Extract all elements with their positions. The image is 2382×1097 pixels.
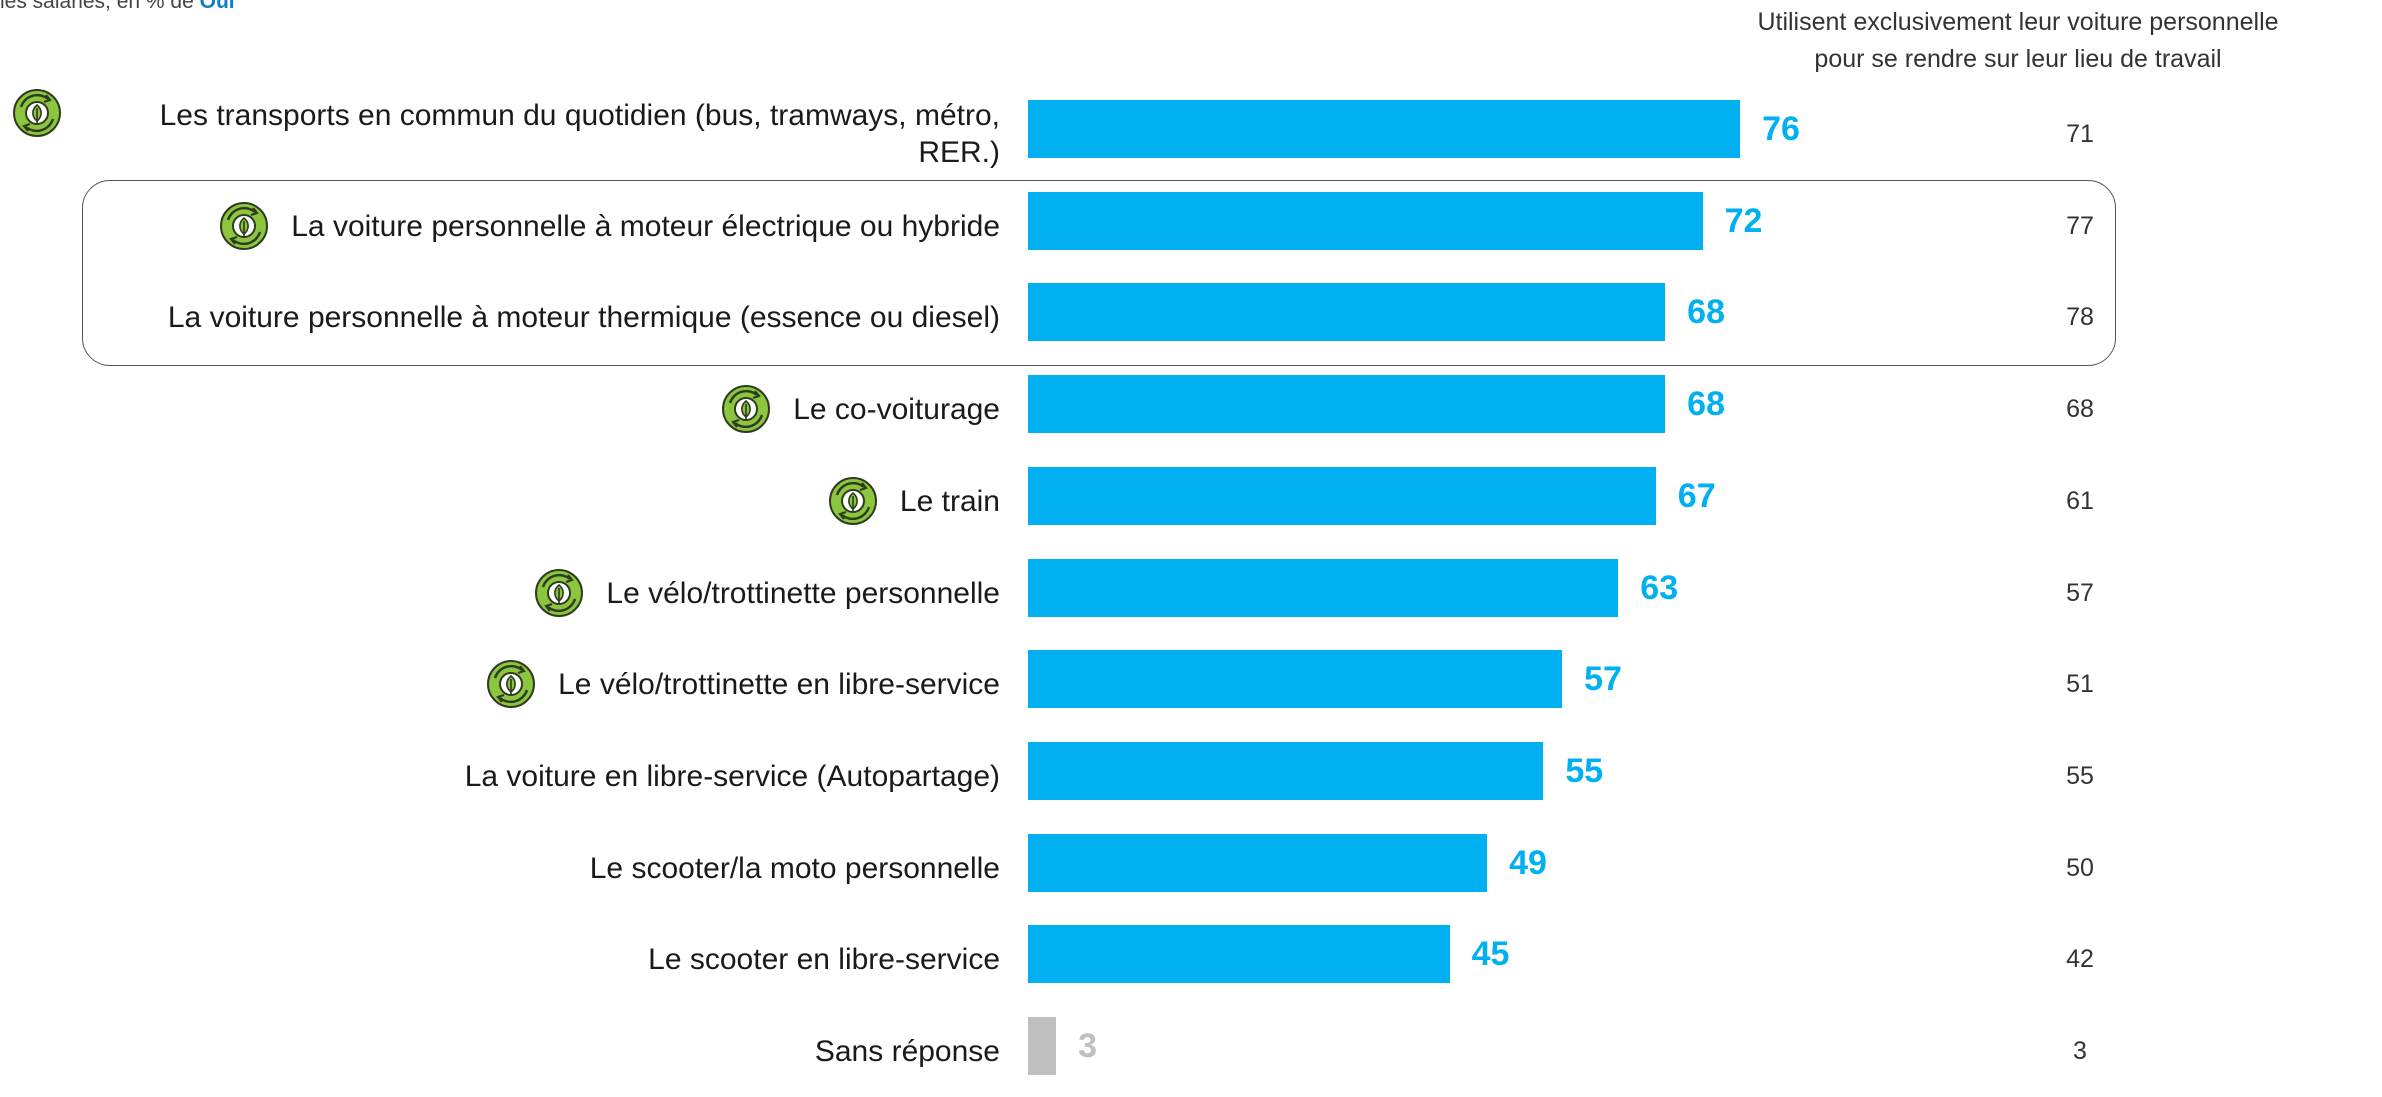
bar-value-label: 63: [1640, 569, 1679, 607]
category-label: Le scooter en libre-service: [0, 913, 1000, 1005]
side-column-value: 51: [2066, 669, 2094, 698]
category-label-text: Le scooter en libre-service: [648, 942, 1000, 976]
category-label-text: Le scooter/la moto personnelle: [589, 851, 1000, 885]
side-column-value: 55: [2066, 761, 2094, 790]
category-label: La voiture en libre-service (Autopartage…: [0, 730, 1000, 822]
bar-value-label: 3: [1078, 1027, 1098, 1065]
bar-value-label: 68: [1687, 293, 1725, 331]
category-label: Sans réponse: [0, 1005, 1000, 1097]
side-column-value: 61: [2066, 486, 2094, 515]
chart-row: La voiture personnelle à moteur thermiqu…: [0, 271, 2382, 363]
eco-leaf-icon: [535, 569, 584, 617]
chart-row: Le scooter en libre-service 45 42: [0, 913, 2382, 1005]
category-label: Le vélo/trottinette personnelle: [0, 547, 1000, 639]
bar: [1028, 467, 1656, 525]
eco-leaf-icon: [220, 202, 269, 250]
category-label-text: Le co-voiturage: [793, 392, 1000, 426]
chart-row: Les transports en commun du quotidien (b…: [0, 88, 2382, 180]
bar-value-label: 76: [1762, 110, 1800, 148]
bar: [1028, 559, 1619, 617]
chart-row: Le train 67 61: [0, 455, 2382, 547]
side-column-value: 68: [2066, 394, 2094, 423]
chart-row: Le co-voiturage 68 68: [0, 363, 2382, 455]
side-column-value: 77: [2066, 211, 2094, 240]
category-label-text: Le train: [899, 484, 1000, 518]
chart-row: Le scooter/la moto personnelle 49 50: [0, 822, 2382, 914]
bar-value-label: 68: [1687, 385, 1725, 423]
category-label-text: Sans réponse: [814, 1034, 1000, 1068]
category-label-text: La voiture personnelle à moteur thermiqu…: [167, 300, 1000, 334]
bar-value-label: 57: [1584, 660, 1622, 698]
bar-value-label: 45: [1471, 935, 1510, 973]
category-label: Les transports en commun du quotidien (b…: [0, 88, 1000, 180]
chart-row: La voiture en libre-service (Autopartage…: [0, 730, 2382, 822]
bar: [1028, 283, 1666, 341]
bar: [1028, 925, 1450, 983]
bar: [1028, 100, 1741, 158]
bar: [1028, 834, 1488, 892]
side-column-value: 71: [2066, 119, 2094, 148]
highlight-group-box: [82, 180, 2116, 366]
bar: [1028, 650, 1563, 708]
side-column-header: Utilisent exclusivement leur voiture per…: [1668, 4, 2368, 78]
bar-value-label: 55: [1565, 752, 1604, 790]
bar: [1028, 192, 1703, 250]
category-label: Le co-voiturage: [0, 363, 1000, 455]
eco-leaf-icon: [13, 89, 61, 137]
side-column-title-line1: Utilisent exclusivement leur voiture per…: [1757, 8, 2279, 36]
eco-leaf-icon: [828, 477, 877, 525]
bar: [1028, 1017, 1057, 1075]
chart-row: Le vélo/trottinette en libre-service 57 51: [0, 638, 2382, 730]
side-column-value: 78: [2066, 302, 2094, 331]
side-column-value: 50: [2066, 853, 2094, 882]
chart-row: La voiture personnelle à moteur électriq…: [0, 180, 2382, 272]
bar-value-label: 72: [1724, 202, 1763, 240]
category-label: Le vélo/trottinette en libre-service: [0, 638, 1000, 730]
side-column-value: 42: [2066, 944, 2094, 973]
category-label: Le scooter/la moto personnelle: [0, 822, 1000, 914]
subtitle-accent: Oui: [199, 0, 235, 13]
chart-subtitle: les salariés, en % de Oui: [0, 0, 235, 14]
bar: [1028, 375, 1666, 433]
side-column-value: 57: [2066, 578, 2094, 607]
side-column-title-line2: pour se rendre sur leur lieu de travail: [1814, 45, 2222, 73]
category-label-text: Le vélo/trottinette en libre-service: [558, 667, 1000, 701]
category-label-text: Les transports en commun du quotidien (b…: [159, 99, 1000, 169]
category-label-text: Le vélo/trottinette personnelle: [606, 576, 1000, 610]
bar-value-label: 49: [1509, 844, 1547, 882]
category-label-text: La voiture en libre-service (Autopartage…: [464, 759, 1000, 793]
bar: [1028, 742, 1544, 800]
chart-row: Sans réponse 3 3: [0, 1005, 2382, 1097]
category-label-text: La voiture personnelle à moteur électriq…: [291, 209, 1000, 243]
eco-leaf-icon: [722, 385, 771, 433]
side-column-value: 3: [2073, 1036, 2087, 1065]
bar-value-label: 67: [1677, 477, 1716, 515]
category-label: La voiture personnelle à moteur électriq…: [0, 180, 1000, 272]
chart-row: Le vélo/trottinette personnelle 63 57: [0, 547, 2382, 639]
category-label: La voiture personnelle à moteur thermiqu…: [0, 271, 1000, 363]
subtitle-prefix: les salariés, en % de: [0, 0, 194, 13]
eco-leaf-icon: [487, 660, 536, 708]
category-label: Le train: [0, 455, 1000, 547]
